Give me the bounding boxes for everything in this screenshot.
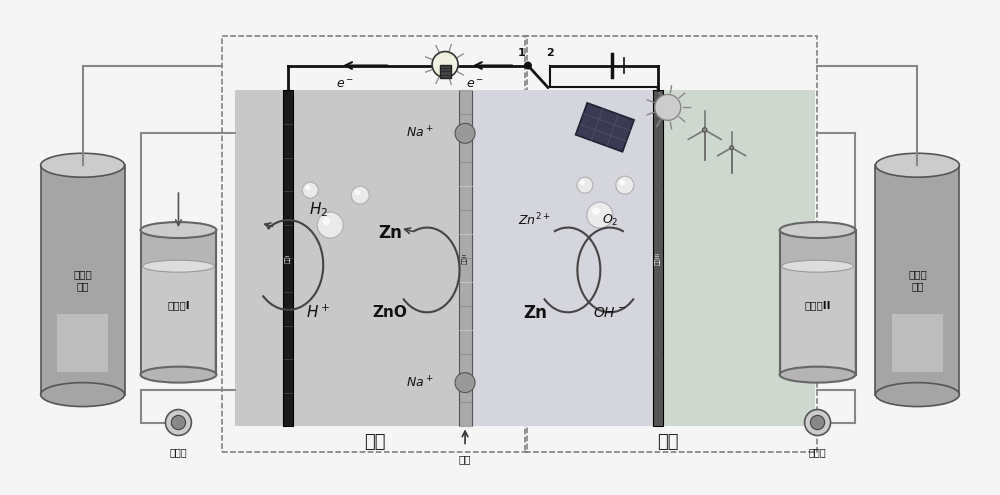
Text: $Na^+$: $Na^+$ bbox=[406, 375, 434, 390]
Circle shape bbox=[577, 177, 593, 193]
Bar bbox=[440, 64, 451, 79]
Circle shape bbox=[351, 186, 369, 204]
Circle shape bbox=[702, 128, 707, 132]
Bar bbox=[782, 264, 854, 373]
Circle shape bbox=[730, 146, 734, 149]
Ellipse shape bbox=[780, 367, 856, 383]
Ellipse shape bbox=[782, 260, 854, 272]
Text: $Zn^{2+}$: $Zn^{2+}$ bbox=[518, 212, 551, 228]
Ellipse shape bbox=[875, 153, 959, 177]
Circle shape bbox=[317, 212, 343, 238]
Text: $Na^+$: $Na^+$ bbox=[406, 126, 434, 141]
Circle shape bbox=[455, 123, 475, 143]
Text: 电极I: 电极I bbox=[285, 254, 291, 263]
Circle shape bbox=[616, 176, 634, 194]
Ellipse shape bbox=[142, 260, 214, 272]
Text: 电解液II: 电解液II bbox=[804, 300, 831, 310]
Circle shape bbox=[165, 409, 191, 436]
Circle shape bbox=[455, 373, 475, 393]
Text: 充电: 充电 bbox=[657, 434, 679, 451]
Text: $OH^-$: $OH^-$ bbox=[593, 306, 626, 320]
Bar bbox=[468, 91, 656, 427]
Text: 电极II: 电极II bbox=[462, 253, 468, 264]
Bar bbox=[525, 36, 817, 452]
Text: 循环泵: 循环泵 bbox=[809, 447, 826, 457]
Bar bbox=[875, 165, 959, 395]
Bar bbox=[222, 36, 527, 452]
Text: 氢气储
存罐: 氢气储 存罐 bbox=[73, 269, 92, 291]
Text: 2: 2 bbox=[546, 48, 554, 57]
Bar bbox=[142, 264, 214, 373]
Circle shape bbox=[305, 185, 310, 190]
Text: $H_2$: $H_2$ bbox=[309, 201, 328, 219]
Bar bbox=[780, 230, 856, 375]
Bar bbox=[235, 91, 463, 427]
Bar bbox=[283, 91, 293, 427]
Text: 循环泵: 循环泵 bbox=[170, 447, 187, 457]
Text: $O_2$: $O_2$ bbox=[602, 212, 618, 228]
Circle shape bbox=[805, 409, 831, 436]
Circle shape bbox=[810, 415, 825, 430]
Text: 电解液I: 电解液I bbox=[167, 300, 190, 310]
Circle shape bbox=[655, 95, 681, 120]
Bar bbox=[41, 165, 125, 395]
Circle shape bbox=[524, 61, 532, 69]
Text: ZnO: ZnO bbox=[373, 305, 408, 320]
Circle shape bbox=[302, 182, 318, 198]
Text: $H^+$: $H^+$ bbox=[306, 304, 330, 321]
Polygon shape bbox=[576, 103, 634, 152]
Circle shape bbox=[587, 202, 613, 228]
Circle shape bbox=[355, 190, 360, 195]
Bar bbox=[140, 230, 216, 375]
Circle shape bbox=[580, 180, 585, 185]
Ellipse shape bbox=[780, 222, 856, 238]
Text: Zn: Zn bbox=[523, 304, 547, 322]
Text: Zn: Zn bbox=[378, 224, 402, 242]
Bar bbox=[57, 314, 108, 372]
Text: $e^-$: $e^-$ bbox=[336, 79, 354, 92]
Text: 1: 1 bbox=[518, 48, 526, 57]
Ellipse shape bbox=[875, 383, 959, 406]
Ellipse shape bbox=[141, 222, 216, 238]
Ellipse shape bbox=[41, 153, 125, 177]
Text: 氧气储
存罐: 氧气储 存罐 bbox=[908, 269, 927, 291]
Text: 隔膜: 隔膜 bbox=[459, 454, 471, 464]
Ellipse shape bbox=[141, 367, 216, 383]
Text: 放电: 放电 bbox=[364, 434, 386, 451]
Text: 电极III: 电极III bbox=[655, 252, 661, 265]
Bar bbox=[892, 314, 943, 372]
Bar bbox=[459, 91, 472, 427]
Ellipse shape bbox=[41, 383, 125, 406]
Circle shape bbox=[322, 217, 330, 225]
Text: $e^-$: $e^-$ bbox=[466, 79, 484, 92]
Bar bbox=[653, 91, 663, 427]
Circle shape bbox=[171, 415, 186, 430]
Circle shape bbox=[619, 180, 625, 185]
Circle shape bbox=[432, 51, 458, 78]
Circle shape bbox=[592, 207, 600, 215]
Bar bbox=[662, 91, 815, 427]
